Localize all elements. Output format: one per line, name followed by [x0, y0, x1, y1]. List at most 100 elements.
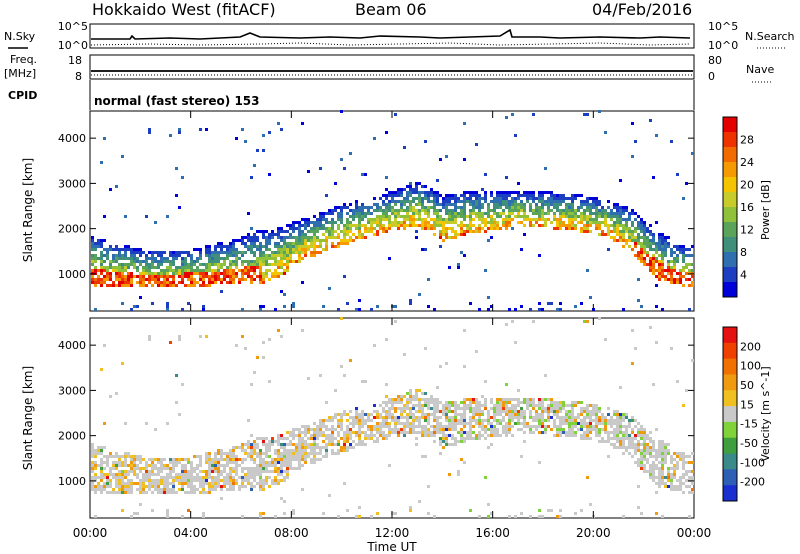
velocity-cell — [340, 428, 343, 431]
velocity-cell — [448, 422, 451, 425]
power-cell — [412, 191, 415, 194]
velocity-cell — [673, 476, 676, 479]
power-cell — [370, 212, 373, 215]
velocity-cell — [232, 461, 235, 464]
power-cell — [259, 248, 262, 251]
velocity-cell — [691, 359, 694, 362]
power-cell — [610, 236, 613, 239]
velocity-cell — [559, 404, 562, 407]
power-cell — [388, 227, 391, 230]
velocity-cell — [562, 401, 565, 404]
power-cell — [388, 194, 391, 197]
power-cell — [346, 230, 349, 233]
power-cell — [529, 218, 532, 221]
power-cell — [622, 236, 625, 239]
power-cell — [355, 308, 358, 311]
power-cell — [304, 236, 307, 239]
power-cell — [535, 212, 538, 215]
power-cell — [199, 284, 202, 287]
power-cell — [661, 254, 664, 257]
power-cell — [334, 236, 337, 239]
velocity-cell — [124, 482, 127, 485]
power-cell — [655, 245, 658, 248]
power-cell — [394, 203, 397, 206]
power-cell — [361, 173, 364, 176]
power-cell — [151, 272, 154, 275]
power-cell — [463, 200, 466, 203]
power-cell — [94, 257, 97, 260]
velocity-cell — [367, 437, 370, 440]
velocity-cell — [184, 476, 187, 479]
power-cell — [541, 203, 544, 206]
power-cell — [676, 254, 679, 257]
velocity-cell — [100, 452, 103, 455]
velocity-cell — [526, 425, 529, 428]
power-cell — [316, 251, 319, 254]
power-cell — [265, 254, 268, 257]
power-cell — [316, 236, 319, 239]
power-cell — [301, 224, 304, 227]
power-cell — [130, 281, 133, 284]
power-cell — [523, 212, 526, 215]
velocity-cell — [541, 401, 544, 404]
velocity-cell — [664, 476, 667, 479]
power-cell — [382, 203, 385, 206]
velocity-cell — [148, 473, 151, 476]
velocity-cell — [667, 473, 670, 476]
power-cell — [568, 215, 571, 218]
velocity-cell — [634, 437, 637, 440]
power-cell — [583, 218, 586, 221]
power-cell — [682, 254, 685, 257]
velocity-cell — [643, 452, 646, 455]
power-cell — [619, 209, 622, 212]
power-cell — [562, 200, 565, 203]
power-cell — [274, 263, 277, 266]
power-cell — [202, 269, 205, 272]
power-cell — [346, 227, 349, 230]
colorbar-frame — [722, 326, 738, 502]
power-cell — [94, 245, 97, 248]
power-cell — [571, 200, 574, 203]
power-cell — [283, 248, 286, 251]
velocity-cell — [640, 449, 643, 452]
velocity-cell — [229, 452, 232, 455]
velocity-cell — [559, 431, 562, 434]
power-cell — [640, 260, 643, 263]
velocity-cell — [319, 458, 322, 461]
velocity-cell — [94, 488, 97, 491]
power-cell — [517, 209, 520, 212]
power-cell — [244, 272, 247, 275]
power-cell — [100, 245, 103, 248]
power-cell — [664, 239, 667, 242]
velocity-cell — [259, 482, 262, 485]
freq-label-1: Freq. — [10, 53, 37, 66]
power-cell — [379, 206, 382, 209]
power-cell — [676, 257, 679, 260]
power-cell — [121, 263, 124, 266]
power-cell — [688, 284, 691, 287]
velocity-cell — [214, 467, 217, 470]
velocity-cell — [430, 434, 433, 437]
velocity-cell — [547, 404, 550, 407]
velocity-cell — [244, 479, 247, 482]
power-cell — [277, 245, 280, 248]
velocity-cell — [196, 467, 199, 470]
power-cell — [394, 221, 397, 224]
velocity-cell — [499, 401, 502, 404]
velocity-cell — [127, 455, 130, 458]
velocity-cell — [286, 437, 289, 440]
power-cell — [325, 221, 328, 224]
power-cell — [493, 218, 496, 221]
power-cell — [427, 305, 430, 308]
power-cell — [679, 248, 682, 251]
power-cell — [652, 263, 655, 266]
velocity-cell — [313, 437, 316, 440]
power-cell — [673, 263, 676, 266]
power-cell — [649, 269, 652, 272]
power-cell — [277, 122, 280, 125]
velocity-cell — [643, 437, 646, 440]
power-cell — [130, 257, 133, 260]
power-cell — [556, 206, 559, 209]
velocity-cell — [253, 458, 256, 461]
power-cell — [118, 248, 121, 251]
